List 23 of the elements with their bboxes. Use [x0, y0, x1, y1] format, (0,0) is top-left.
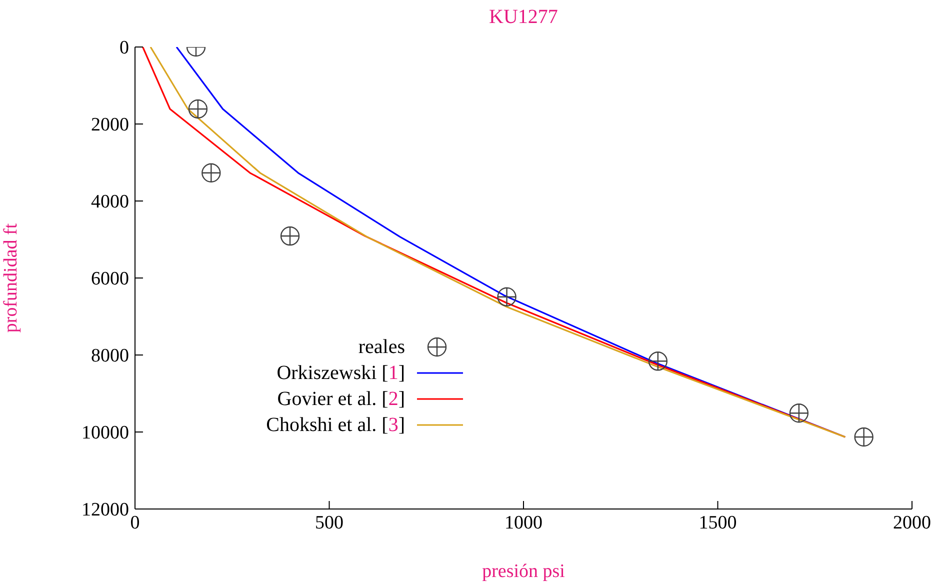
y-tick-label: 6000	[91, 268, 129, 290]
y-tick-label: 4000	[91, 192, 129, 213]
y-tick-label: 8000	[91, 346, 129, 367]
y-tick-label: 10000	[82, 422, 129, 444]
x-axis-title: presión psi	[482, 561, 565, 582]
point	[280, 226, 300, 246]
chart-title: KU1277	[488, 6, 559, 29]
point	[789, 404, 809, 423]
legend-label: Govier et al. [2]	[277, 388, 405, 410]
point	[188, 99, 208, 119]
y-tick-label: 12000	[82, 500, 129, 521]
x-tick-label: 2000	[893, 512, 931, 534]
point	[854, 427, 874, 447]
legend-label: Chokshi et al. [3]	[266, 414, 405, 436]
x-tick-label: 1000	[504, 512, 542, 534]
y-tick-label: 0	[120, 38, 129, 59]
x-tick-label: 1500	[698, 512, 737, 534]
point	[202, 163, 221, 182]
y-axis-title: profundidad ft	[0, 222, 22, 333]
legend-label: reales	[358, 336, 406, 358]
y-tick-label: 2000	[91, 114, 129, 136]
x-tick-label: 500	[315, 512, 344, 534]
legend-label: Orkiszewski [1]	[276, 362, 405, 384]
